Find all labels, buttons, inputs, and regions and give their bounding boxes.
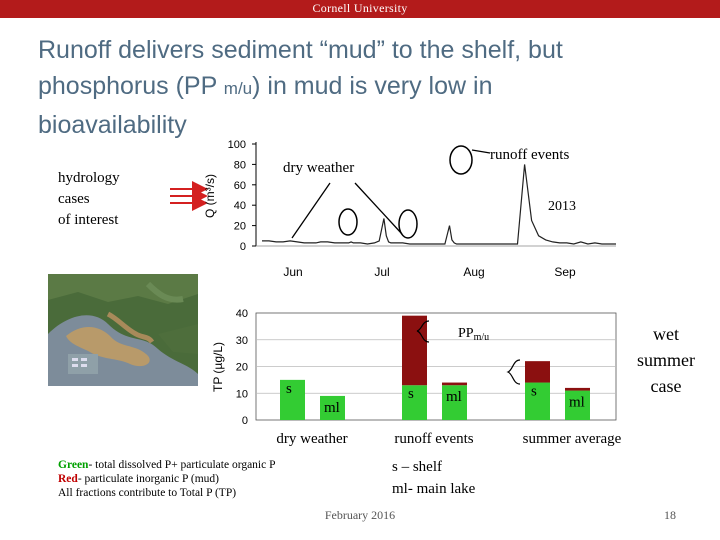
bar-segment-green: [525, 382, 550, 420]
bar-y-tick-label: 40: [236, 308, 248, 320]
bar-y-tick-label: 0: [242, 415, 248, 427]
bar-category-label: ml: [324, 400, 340, 416]
hydrograph-series-line: [262, 164, 616, 245]
bar-segment-green: [565, 390, 590, 420]
bar-segment-green: [320, 395, 345, 420]
university-name: Cornell University: [312, 1, 408, 15]
tp-bar-chart: 0 10 20 30 40 s ml s ml s ml TP (µg/L) dry weathe…: [211, 308, 622, 447]
hydrograph-x-tick-label: Jul: [374, 265, 389, 279]
legend-all: All fractions contribute to Total P (TP): [58, 487, 237, 499]
ppmu-annotation: PPm/u: [458, 326, 489, 343]
footer-date: February 2016: [324, 508, 396, 522]
bar-y-tick-label: 20: [236, 362, 248, 374]
legend-red: Red- particulate inorganic P (mud): [58, 473, 219, 485]
runoff-event-circle: [449, 145, 473, 175]
hydrograph-x-tick-label: Jun: [283, 265, 302, 279]
dry-event-circle-2: [398, 209, 418, 239]
bar-segment-red: [565, 387, 590, 391]
hydrology-arrow-icon: [170, 181, 208, 211]
bar-segment-red: [525, 361, 550, 383]
hydrograph-y-tick-label: 20: [234, 221, 246, 233]
hydrograph-y-label: Q (m³/s): [203, 174, 217, 218]
hydrograph: 0 20 40 60 80 100 Jun Jul Aug Sep Q (m³/s): [203, 139, 616, 279]
bar-group-label: summer average: [523, 431, 622, 447]
bar-group-label: dry weather: [276, 431, 347, 447]
bar-chart-y-label: TP (µg/L): [211, 342, 225, 392]
color-legend: Green- total dissolved P+ particulate or…: [58, 458, 276, 500]
bar-category-label: ml: [446, 389, 462, 405]
bar-segment-green: [280, 379, 305, 420]
aerial-photo: [48, 274, 198, 386]
bar-segment-green: [442, 385, 467, 420]
ppmu-right-brace: [506, 359, 521, 385]
hydrograph-y-tick-label: 80: [234, 159, 246, 171]
dry-event-circle-1: [338, 208, 358, 236]
bar-segment-green: [402, 385, 427, 420]
bar-category-label: s: [286, 381, 292, 397]
bar-segment-red: [402, 315, 427, 386]
title-line-2: phosphorus (PP m/u) in mud is very low i…: [38, 72, 493, 100]
pointer-line-1: [291, 182, 331, 239]
bar-category-label: s: [408, 386, 414, 402]
hydrograph-y-tick-label: 100: [228, 139, 246, 151]
header-bar: Cornell University: [0, 0, 720, 18]
hydrograph-y-tick-label: 40: [234, 200, 246, 212]
hydrograph-y-tick-label: 60: [234, 180, 246, 192]
bar-segment-red: [442, 382, 467, 386]
legend-green: Green- total dissolved P+ particulate or…: [58, 459, 276, 471]
year-annotation: 2013: [548, 199, 576, 214]
bar-y-tick-label: 10: [236, 388, 248, 400]
ppmu-left-brace: [416, 320, 430, 343]
wet-summer-case-label: wet summer case: [637, 324, 695, 396]
bar-category-label: s: [531, 384, 537, 400]
site-key: s – shelf ml- main lake: [392, 459, 476, 497]
dry-weather-annotation: dry weather: [283, 160, 354, 176]
runoff-events-annotation: runoff events: [490, 147, 569, 163]
pointer-line-2: [354, 182, 403, 235]
slide-title: Runoff delivers sediment “mud” to the sh…: [38, 32, 678, 143]
hydrology-label: hydrology cases of interest: [58, 170, 120, 228]
hydrograph-y-tick-label: 0: [240, 241, 246, 253]
bar-group-label: runoff events: [394, 431, 473, 447]
title-line-3: bioavailability: [38, 111, 187, 139]
title-line-1: Runoff delivers sediment “mud” to the sh…: [38, 36, 563, 64]
bar-y-tick-label: 30: [236, 335, 248, 347]
hydrograph-x-tick-label: Aug: [463, 265, 484, 279]
bar-category-label: ml: [569, 395, 585, 411]
page-number: 18: [664, 508, 676, 522]
hydrograph-x-tick-label: Sep: [554, 265, 576, 279]
pointer-line-3: [471, 149, 491, 154]
